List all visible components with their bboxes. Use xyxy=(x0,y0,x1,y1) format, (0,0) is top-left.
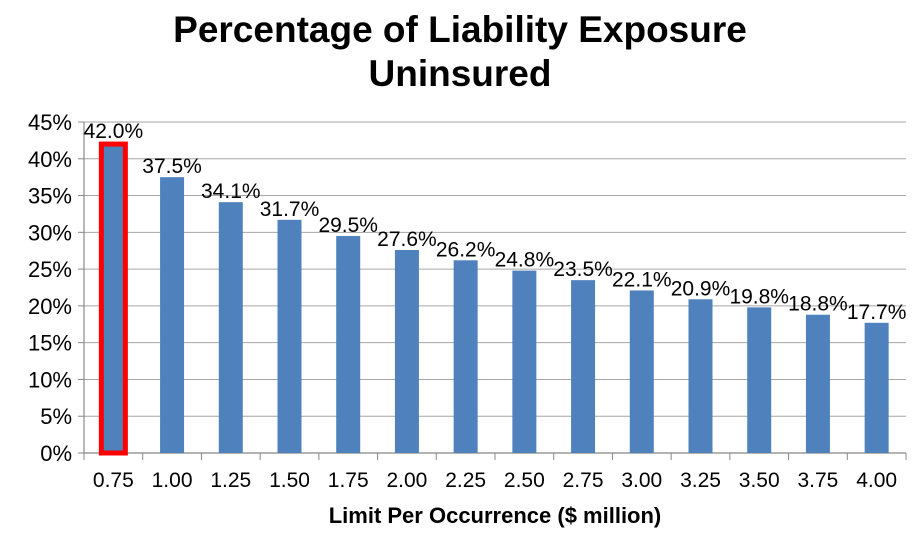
y-tick-label: 10% xyxy=(28,367,72,392)
y-tick-label: 40% xyxy=(28,147,72,172)
y-tick-label: 20% xyxy=(28,294,72,319)
x-tick-label: 2.75 xyxy=(563,469,604,492)
y-tick-label: 0% xyxy=(40,441,72,466)
bar xyxy=(629,290,654,453)
y-tick-label: 30% xyxy=(28,220,72,245)
x-tick-label: 0.75 xyxy=(93,469,134,492)
x-axis-label: Limit Per Occurrence ($ million) xyxy=(328,503,662,528)
y-tick-label: 45% xyxy=(28,110,72,135)
x-tick-label: 2.00 xyxy=(386,469,427,492)
bar xyxy=(747,307,772,453)
bar xyxy=(160,177,185,453)
data-label: 20.9% xyxy=(671,277,731,300)
data-label: 42.0% xyxy=(84,120,144,143)
chart-title-line-2: Uninsured xyxy=(368,53,552,94)
bar xyxy=(336,236,361,453)
x-tick-label: 3.25 xyxy=(680,469,721,492)
x-tick-label: 3.75 xyxy=(797,469,838,492)
data-label: 23.5% xyxy=(553,258,613,281)
x-tick-label: 3.00 xyxy=(621,469,662,492)
y-tick-label: 35% xyxy=(28,184,72,209)
bar xyxy=(688,299,713,453)
bar xyxy=(394,249,419,453)
bar-highlighted xyxy=(98,141,128,456)
x-tick-label: 4.00 xyxy=(856,469,897,492)
data-label: 22.1% xyxy=(612,268,672,291)
bar xyxy=(864,322,889,453)
chart-title: Percentage of Liability Exposure Uninsur… xyxy=(0,8,920,96)
data-label: 19.8% xyxy=(729,285,789,308)
x-tick-label: 3.50 xyxy=(739,469,780,492)
x-tick-label: 2.50 xyxy=(504,469,545,492)
data-label: 24.8% xyxy=(495,249,555,272)
x-tick-label: 1.75 xyxy=(328,469,369,492)
data-label: 29.5% xyxy=(318,214,378,237)
bar xyxy=(805,314,830,453)
x-tick-label: 1.50 xyxy=(269,469,310,492)
data-label: 18.8% xyxy=(788,293,848,316)
y-tick-label: 15% xyxy=(28,331,72,356)
data-label: 31.7% xyxy=(260,198,320,221)
data-label: 34.1% xyxy=(201,180,261,203)
x-tick-label: 1.00 xyxy=(152,469,193,492)
x-tick-label: 2.25 xyxy=(445,469,486,492)
data-label: 17.7% xyxy=(847,301,907,324)
y-tick-label: 5% xyxy=(40,404,72,429)
bar xyxy=(277,219,302,453)
chart-title-line-1: Percentage of Liability Exposure xyxy=(173,9,747,50)
bar xyxy=(512,270,537,453)
data-label: 26.2% xyxy=(436,238,496,261)
x-tick-label: 1.25 xyxy=(210,469,251,492)
bar xyxy=(453,260,478,453)
y-tick-label: 25% xyxy=(28,257,72,282)
bar xyxy=(218,202,243,453)
bar xyxy=(571,280,596,453)
data-label: 27.6% xyxy=(377,228,437,251)
data-label: 37.5% xyxy=(142,155,202,178)
